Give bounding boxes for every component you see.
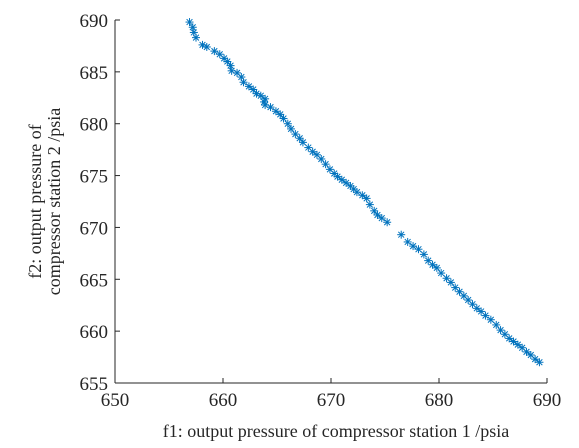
data-point bbox=[249, 85, 258, 94]
data-point bbox=[271, 107, 280, 116]
data-point bbox=[437, 269, 446, 278]
data-point bbox=[188, 23, 197, 32]
x-tick-label: 660 bbox=[209, 390, 238, 411]
data-point bbox=[451, 283, 460, 292]
data-point bbox=[365, 200, 374, 209]
data-point bbox=[419, 250, 428, 259]
data-point bbox=[321, 160, 330, 169]
data-point bbox=[233, 68, 242, 77]
data-point bbox=[333, 172, 342, 181]
data-point bbox=[496, 326, 505, 335]
y-tick-label: 665 bbox=[80, 270, 109, 291]
data-point bbox=[276, 110, 285, 119]
data-point bbox=[295, 134, 304, 143]
data-point bbox=[383, 218, 392, 227]
data-point bbox=[308, 147, 317, 156]
data-point bbox=[492, 320, 501, 329]
data-point bbox=[244, 82, 253, 91]
data-point bbox=[337, 175, 346, 184]
y-axis-ticks: 655 660 665 670 675 680 685 690 bbox=[80, 11, 120, 395]
data-point bbox=[428, 260, 437, 269]
data-point bbox=[210, 47, 219, 56]
data-point bbox=[409, 242, 418, 251]
data-point bbox=[226, 61, 235, 70]
data-point bbox=[342, 178, 351, 187]
data-point bbox=[287, 124, 296, 133]
data-point bbox=[531, 355, 540, 364]
data-point bbox=[455, 287, 464, 296]
x-tick-label: 690 bbox=[533, 390, 562, 411]
data-point bbox=[317, 154, 326, 163]
y-tick-label: 690 bbox=[80, 11, 109, 32]
data-point bbox=[397, 230, 406, 239]
data-point bbox=[185, 18, 194, 27]
data-point bbox=[403, 237, 412, 246]
data-point bbox=[283, 119, 292, 128]
data-point bbox=[192, 33, 200, 42]
data-point bbox=[486, 315, 495, 324]
data-point bbox=[522, 347, 531, 356]
data-point bbox=[362, 194, 371, 203]
y-tick-label: 670 bbox=[80, 218, 109, 239]
axes bbox=[114, 20, 547, 384]
x-tick-label: 670 bbox=[317, 390, 346, 411]
data-point bbox=[377, 214, 386, 223]
y-tick-label: 655 bbox=[80, 374, 109, 395]
data-points bbox=[185, 18, 544, 367]
data-point bbox=[298, 138, 307, 147]
y-tick-label: 675 bbox=[80, 167, 109, 188]
y-axis-label-line-1: f2: output pressure of bbox=[25, 124, 45, 278]
data-point bbox=[256, 91, 265, 100]
data-point bbox=[513, 340, 522, 349]
data-point bbox=[266, 103, 275, 112]
data-point bbox=[414, 245, 423, 254]
data-point bbox=[432, 263, 441, 272]
data-point bbox=[535, 358, 544, 367]
data-point bbox=[239, 78, 248, 87]
data-point bbox=[446, 278, 455, 287]
data-point bbox=[481, 311, 490, 320]
data-point bbox=[279, 114, 288, 123]
data-point bbox=[472, 304, 481, 313]
data-point bbox=[370, 206, 379, 215]
data-point bbox=[373, 210, 382, 219]
y-axis-label: f2: output pressure of compressor statio… bbox=[25, 108, 64, 295]
data-point bbox=[505, 334, 514, 343]
x-axis-label: f1: output pressure of compressor statio… bbox=[163, 421, 509, 441]
y-tick-label: 660 bbox=[80, 322, 109, 343]
data-point bbox=[352, 188, 361, 197]
x-tick-label: 680 bbox=[425, 390, 454, 411]
y-axis-label-line-2: compressor station 2 /psia bbox=[44, 108, 64, 295]
data-point bbox=[223, 57, 232, 66]
x-axis-ticks: 650 660 670 680 690 bbox=[101, 378, 562, 411]
y-tick-label: 685 bbox=[80, 63, 109, 84]
data-point bbox=[202, 42, 211, 51]
y-tick-label: 680 bbox=[80, 115, 109, 136]
data-point bbox=[291, 130, 300, 139]
x-tick-label: 650 bbox=[101, 390, 130, 411]
data-point bbox=[358, 191, 367, 200]
data-point bbox=[509, 337, 518, 346]
